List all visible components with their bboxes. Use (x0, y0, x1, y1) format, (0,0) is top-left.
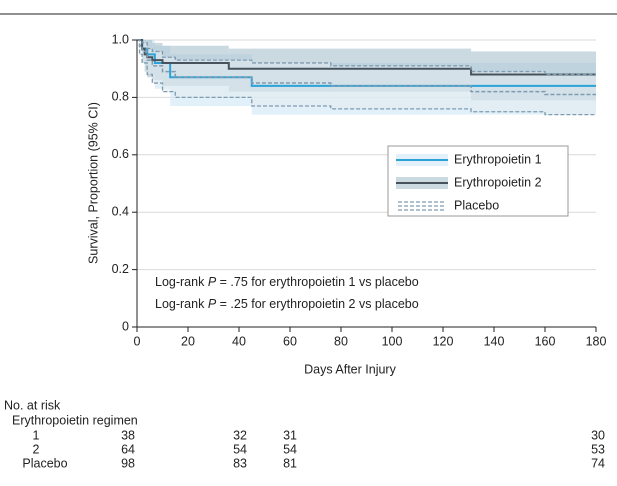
risk-count: 83 (233, 456, 247, 470)
legend-label: Placebo (454, 198, 499, 212)
x-tick-label: 160 (535, 334, 556, 348)
legend-label: Erythropoietin 2 (454, 175, 542, 189)
x-tick-label: 60 (283, 334, 297, 348)
ci-band (330, 65, 472, 109)
ci-band (147, 48, 153, 75)
annotation-part: Log-rank (155, 297, 208, 311)
annotation-part: Log-rank (155, 275, 208, 289)
annotation-part: = .25 for erythropoietin 2 vs placebo (216, 297, 419, 311)
ci-line (137, 39, 596, 116)
risk-count: 98 (121, 456, 135, 470)
risk-row-label: 1 (33, 428, 40, 442)
y-tick-label: 0.2 (112, 262, 129, 276)
annotation: Log-rank P = .75 for erythropoietin 1 vs… (155, 275, 419, 289)
risk-count: 30 (591, 428, 605, 442)
x-tick-label: 140 (484, 334, 505, 348)
annotation-part: P (208, 275, 217, 289)
x-tick-label: 100 (382, 334, 403, 348)
ci-band (175, 60, 252, 98)
x-tick-label: 120 (433, 334, 454, 348)
legend-label: Erythropoietin 1 (454, 152, 542, 166)
survival-line (137, 39, 596, 76)
x-tick-label: 180 (586, 334, 607, 348)
annotation-part: P (208, 297, 217, 311)
y-tick-label: 1.0 (112, 32, 129, 46)
annotation-part: = .75 for erythropoietin 1 vs placebo (216, 275, 419, 289)
x-tick-label: 20 (181, 334, 195, 348)
x-axis-label: Days After Injury (304, 362, 396, 376)
x-tick-label: 80 (334, 334, 348, 348)
y-tick-label: 0.4 (112, 204, 129, 218)
x-tick-label: 0 (134, 334, 141, 348)
risk-row-label: 2 (33, 442, 40, 456)
ci-band (162, 57, 176, 92)
risk-count: 74 (591, 456, 605, 470)
ci-line (137, 39, 596, 76)
ci-band (251, 62, 331, 107)
risk-count: 54 (283, 442, 297, 456)
risk-count: 38 (121, 428, 135, 442)
y-axis-label: Survival, Proportion (95% CI) (86, 102, 100, 264)
ci-band (139, 40, 143, 55)
risk-group: Erythropoietin regimen (12, 413, 138, 427)
risk-count: 32 (233, 428, 247, 442)
risk-count: 81 (283, 456, 297, 470)
risk-row-label: Placebo (22, 456, 67, 470)
y-tick-label: 0 (122, 319, 129, 333)
y-tick-label: 0.8 (112, 90, 129, 104)
annotation: Log-rank P = .25 for erythropoietin 2 vs… (155, 297, 419, 311)
risk-count: 64 (121, 442, 135, 456)
x-tick-label: 40 (232, 334, 246, 348)
risk-count: 54 (233, 442, 247, 456)
risk-title: No. at risk (4, 398, 61, 412)
risk-count: 31 (283, 428, 297, 442)
risk-count: 53 (591, 442, 605, 456)
ci-band (152, 51, 163, 84)
y-tick-label: 0.6 (112, 147, 129, 161)
survival-line (137, 39, 596, 96)
